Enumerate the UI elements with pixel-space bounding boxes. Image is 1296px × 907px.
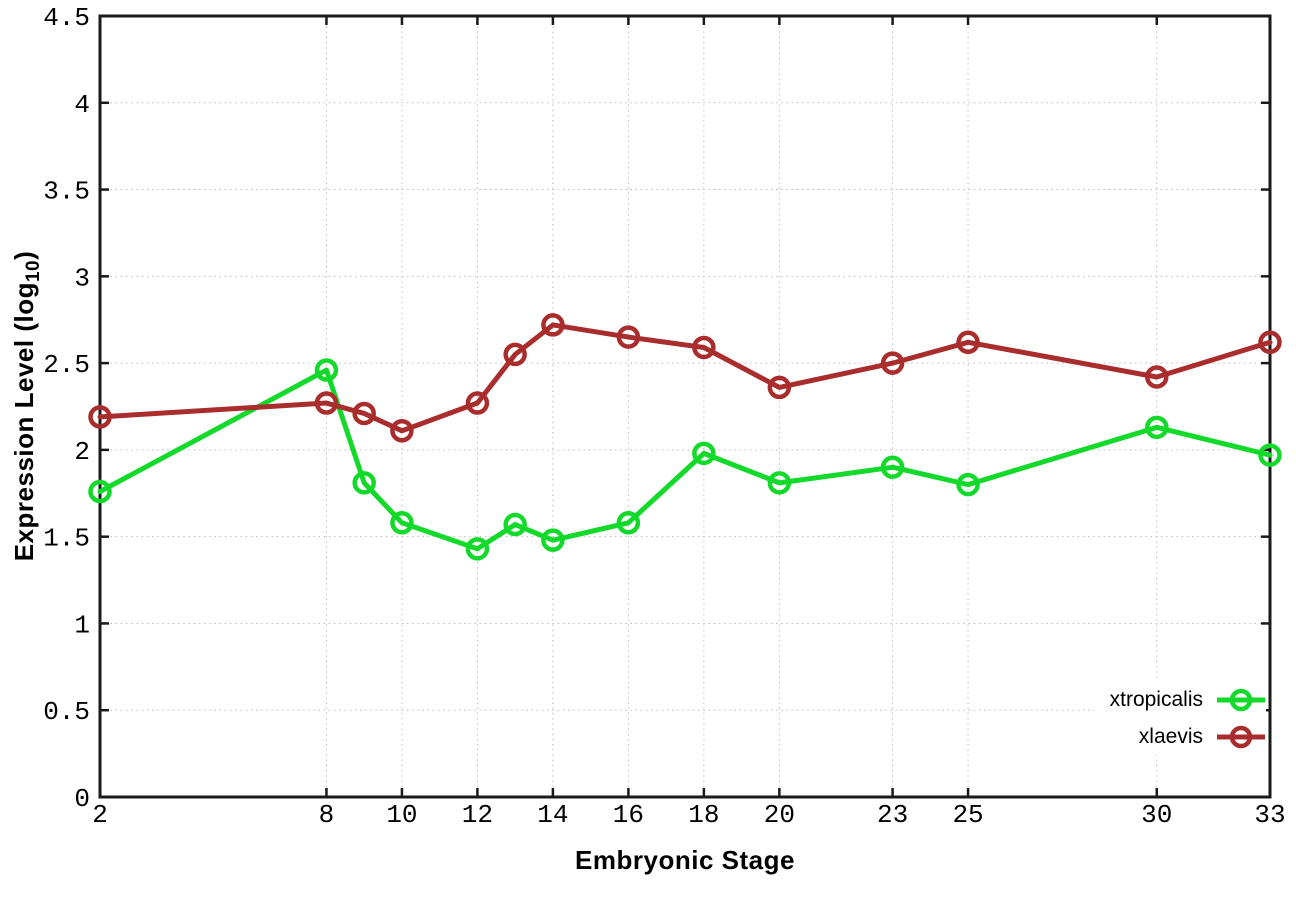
x-tick-label-16: 16: [613, 800, 644, 830]
data-point-xlaevis-stage-14: [541, 313, 565, 337]
x-axis-title: Embryonic Stage: [575, 845, 795, 875]
data-point-xlaevis-stage-20: [767, 375, 792, 400]
y-tick-label-0: 0: [74, 784, 90, 814]
x-tick-label-20: 20: [764, 800, 795, 830]
x-tick-label-14: 14: [537, 800, 568, 830]
y-tick-label-0.5: 0.5: [43, 697, 90, 727]
legend-label-xlaevis: xlaevis: [1138, 724, 1203, 748]
data-point-xtropicalis-stage-12: [465, 537, 490, 561]
data-point-xlaevis-stage-23: [880, 351, 905, 375]
data-point-xlaevis-stage-8: [314, 391, 339, 415]
x-tick-label-25: 25: [952, 800, 983, 830]
x-tick-label-2: 2: [92, 800, 108, 830]
x-tick-label-12: 12: [462, 800, 493, 830]
x-tick-label-10: 10: [386, 800, 417, 830]
legend-marker-xlaevis: [1217, 725, 1265, 748]
x-tick-label-30: 30: [1141, 800, 1172, 830]
y-axis-title-subscript: 10: [23, 259, 44, 283]
x-tick-label-23: 23: [877, 800, 908, 830]
data-point-xtropicalis-stage-16: [616, 511, 641, 535]
data-point-xtropicalis-stage-9: [352, 471, 376, 495]
data-point-xtropicalis-stage-33: [1258, 443, 1282, 467]
y-tick-label-3: 3: [74, 263, 90, 293]
series-line-xtropicalis: [97, 367, 1273, 552]
data-point-xtropicalis-stage-20: [767, 471, 792, 495]
legend-entry-xlaevis: xlaevis: [1093, 718, 1266, 755]
legend: xtropicalis xlaevis: [1093, 681, 1266, 755]
y-axis-title-close: ): [9, 250, 39, 260]
y-tick-label-1.5: 1.5: [43, 524, 90, 554]
data-point-xlaevis-stage-30: [1145, 365, 1169, 389]
data-point-xlaevis-stage-16: [616, 325, 641, 349]
data-point-xlaevis-stage-10: [390, 419, 414, 443]
legend-entry-xtropicalis: xtropicalis: [1093, 681, 1266, 718]
legend-marker-xtropicalis: [1217, 688, 1265, 711]
gridlines: [100, 16, 1270, 797]
data-point-xtropicalis-stage-2: [88, 479, 112, 504]
data-point-xtropicalis-stage-30: [1145, 415, 1169, 440]
y-tick-label-2: 2: [74, 437, 90, 467]
legend-label-xtropicalis: xtropicalis: [1109, 687, 1203, 711]
data-point-xlaevis-stage-12: [465, 391, 490, 415]
data-point-xlaevis-stage-13: [503, 342, 527, 367]
data-point-xtropicalis-stage-10: [390, 511, 414, 535]
y-tick-label-1: 1: [74, 610, 90, 640]
x-tick-label-33: 33: [1254, 800, 1285, 830]
data-point-xtropicalis-stage-8: [314, 358, 339, 382]
data-point-xlaevis-stage-33: [1258, 330, 1282, 355]
data-point-xtropicalis-stage-14: [541, 528, 565, 552]
y-tick-label-3.5: 3.5: [43, 177, 90, 207]
y-axis-title-text: Expression Level (log: [9, 282, 39, 562]
y-axis-title: Expression Level (log10): [9, 251, 45, 562]
y-tick-label-2.5: 2.5: [43, 350, 90, 380]
data-point-xtropicalis-stage-18: [692, 441, 716, 466]
data-point-xtropicalis-stage-13: [503, 512, 527, 537]
y-tick-label-4.5: 4.5: [43, 3, 90, 33]
x-tick-label-18: 18: [688, 800, 719, 830]
data-point-xlaevis-stage-25: [956, 330, 980, 355]
data-point-xlaevis-stage-2: [88, 405, 112, 429]
series-xtropicalis: [88, 358, 1282, 561]
tick-labels: 2 8 10 12 14 16 18 20 23 25 30 33 0 0.5 1 1.5 2 2.5 3 3.5 4 4…: [43, 3, 1285, 830]
data-point-xlaevis-stage-9: [352, 401, 376, 426]
series-line-xlaevis: [97, 322, 1273, 434]
y-tick-label-4: 4: [74, 90, 90, 120]
data-point-xlaevis-stage-18: [692, 335, 716, 360]
data-point-xtropicalis-stage-23: [880, 455, 905, 479]
x-tick-label-8: 8: [319, 800, 335, 830]
data-point-xtropicalis-stage-25: [956, 472, 980, 497]
series-xlaevis: [88, 313, 1282, 443]
